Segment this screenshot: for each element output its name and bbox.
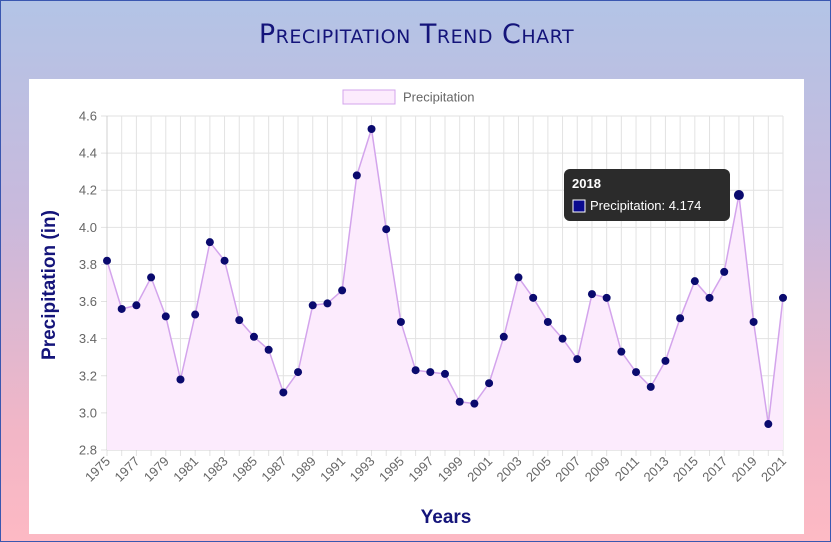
data-point bbox=[470, 399, 479, 408]
y-tick-label: 3.0 bbox=[79, 405, 97, 420]
data-point bbox=[705, 293, 714, 302]
data-point bbox=[676, 314, 685, 323]
data-point bbox=[779, 293, 787, 302]
data-point bbox=[661, 356, 670, 365]
x-tick-label: 2015 bbox=[670, 454, 701, 485]
x-tick-label: 1991 bbox=[317, 454, 348, 485]
data-point bbox=[690, 277, 699, 286]
data-point bbox=[176, 375, 185, 384]
y-tick-label: 3.6 bbox=[79, 294, 97, 309]
x-tick-label: 2003 bbox=[494, 454, 525, 485]
data-point bbox=[602, 293, 611, 302]
x-tick-label: 1995 bbox=[376, 454, 407, 485]
data-point bbox=[264, 345, 273, 354]
tooltip: 2018 Precipitation: 4.174 bbox=[564, 169, 730, 221]
data-point bbox=[764, 420, 773, 429]
x-tick-label: 1987 bbox=[258, 454, 289, 485]
data-point bbox=[323, 299, 332, 308]
data-point bbox=[733, 190, 744, 201]
data-point bbox=[485, 379, 494, 388]
tooltip-background bbox=[564, 169, 730, 221]
tooltip-swatch bbox=[572, 199, 586, 213]
data-point bbox=[279, 388, 288, 397]
legend-swatch bbox=[342, 89, 396, 105]
y-axis-ticks: 2.8 3.0 3.2 3.4 3.6 3.8 4.0 4.2 4.4 4.6 bbox=[79, 109, 97, 458]
x-tick-label: 1975 bbox=[82, 454, 113, 485]
x-tick-label: 1997 bbox=[405, 454, 436, 485]
data-point bbox=[426, 368, 435, 377]
legend-label: Precipitation bbox=[403, 90, 475, 105]
data-point bbox=[514, 273, 523, 282]
x-tick-label: 2021 bbox=[758, 454, 789, 485]
y-tick-label: 4.6 bbox=[79, 109, 97, 124]
data-point bbox=[382, 225, 391, 234]
x-tick-label: 2001 bbox=[464, 454, 495, 485]
data-point bbox=[558, 334, 567, 343]
y-tick-label: 4.0 bbox=[79, 220, 97, 235]
data-point bbox=[132, 301, 141, 310]
data-point bbox=[367, 124, 376, 133]
x-tick-label: 2007 bbox=[552, 454, 583, 485]
y-tick-label: 4.2 bbox=[79, 183, 97, 198]
data-point bbox=[499, 332, 508, 341]
x-tick-label: 1983 bbox=[200, 454, 231, 485]
x-tick-label: 2009 bbox=[582, 454, 613, 485]
y-tick-label: 4.4 bbox=[79, 146, 97, 161]
data-point bbox=[191, 310, 200, 319]
data-point bbox=[587, 290, 596, 299]
data-point bbox=[147, 273, 156, 282]
x-tick-label: 2017 bbox=[699, 454, 730, 485]
data-point bbox=[529, 293, 538, 302]
data-point bbox=[632, 368, 641, 377]
data-point bbox=[455, 397, 464, 406]
y-tick-label: 3.8 bbox=[79, 257, 97, 272]
data-point bbox=[103, 256, 111, 265]
data-point bbox=[646, 382, 655, 391]
y-tick-label: 3.2 bbox=[79, 368, 97, 383]
x-tick-label: 2013 bbox=[640, 454, 671, 485]
data-point bbox=[161, 312, 170, 321]
x-tick-label: 1977 bbox=[111, 454, 142, 485]
y-tick-label: 2.8 bbox=[79, 443, 97, 458]
x-tick-label: 2005 bbox=[523, 454, 554, 485]
data-point bbox=[352, 171, 361, 180]
data-point bbox=[338, 286, 347, 295]
x-tick-label: 1999 bbox=[435, 454, 466, 485]
x-tick-label: 2019 bbox=[729, 454, 760, 485]
x-tick-label: 2011 bbox=[612, 454, 642, 484]
data-points bbox=[103, 124, 787, 429]
data-point bbox=[543, 317, 552, 326]
data-point bbox=[617, 347, 626, 356]
series-area-fill bbox=[107, 129, 783, 450]
data-point bbox=[294, 368, 303, 377]
x-tick-label: 1989 bbox=[288, 454, 319, 485]
data-point bbox=[573, 355, 582, 364]
y-axis-title: Precipitation (in) bbox=[39, 210, 60, 360]
x-axis-title: Years bbox=[421, 507, 472, 528]
page-title: Precipitation Trend Chart bbox=[258, 19, 575, 50]
x-tick-label: 1979 bbox=[141, 454, 172, 485]
data-point bbox=[205, 238, 214, 247]
data-point bbox=[235, 316, 244, 325]
tooltip-title: 2018 bbox=[572, 176, 601, 191]
chart-card: 2.8 3.0 3.2 3.4 3.6 3.8 4.0 4.2 4.4 4.6 1975 1977 1… bbox=[29, 79, 804, 534]
data-point bbox=[720, 267, 729, 276]
data-point bbox=[411, 366, 420, 375]
precipitation-chart: 2.83.03.23.43.63.84.04.24.44.6 197519771… bbox=[39, 89, 789, 528]
tooltip-label: Precipitation: 4.174 bbox=[590, 198, 701, 213]
data-point bbox=[441, 369, 449, 378]
data-point bbox=[308, 301, 317, 310]
x-tick-label: 1985 bbox=[229, 454, 260, 485]
data-point bbox=[249, 332, 258, 341]
data-point bbox=[749, 317, 758, 326]
x-axis-ticks: 1975197719791981198319851987198919911993… bbox=[82, 454, 789, 485]
data-point bbox=[117, 304, 126, 313]
x-tick-label: 1981 bbox=[170, 454, 201, 485]
legend[interactable]: Precipitation bbox=[342, 89, 475, 105]
y-tick-label: 3.4 bbox=[79, 331, 97, 346]
x-tick-label: 1993 bbox=[347, 454, 378, 485]
data-point bbox=[220, 256, 229, 265]
data-point bbox=[396, 317, 405, 326]
